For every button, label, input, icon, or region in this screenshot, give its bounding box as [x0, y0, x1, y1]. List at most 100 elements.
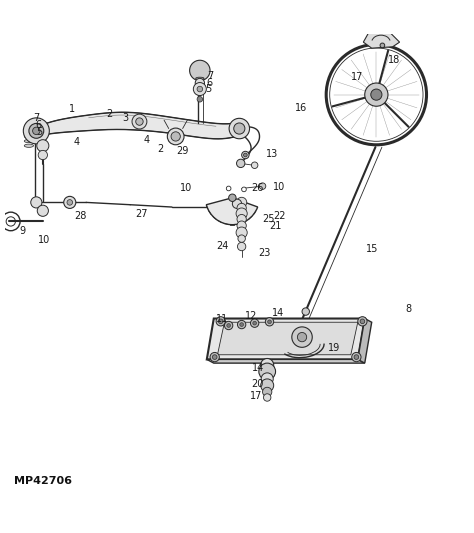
Circle shape	[261, 379, 273, 392]
Circle shape	[236, 208, 247, 219]
Circle shape	[37, 205, 48, 216]
Circle shape	[360, 319, 365, 324]
Circle shape	[31, 197, 42, 208]
Text: 9: 9	[19, 226, 26, 236]
Text: 14: 14	[252, 363, 264, 373]
Text: 11: 11	[216, 313, 228, 324]
Text: 2: 2	[106, 109, 112, 119]
Text: 17: 17	[250, 391, 263, 401]
Circle shape	[237, 214, 246, 224]
Text: 15: 15	[366, 244, 379, 254]
Text: 10: 10	[180, 183, 192, 193]
Circle shape	[197, 86, 202, 92]
Text: MP42706: MP42706	[14, 476, 72, 486]
Circle shape	[261, 359, 273, 372]
Text: 1: 1	[69, 103, 75, 114]
Polygon shape	[364, 19, 400, 48]
Text: 6: 6	[35, 120, 41, 130]
Circle shape	[193, 83, 206, 95]
Wedge shape	[206, 198, 258, 225]
Circle shape	[242, 151, 249, 159]
Text: 6: 6	[206, 77, 212, 87]
Circle shape	[225, 321, 233, 330]
Text: 23: 23	[258, 247, 270, 257]
Polygon shape	[218, 322, 358, 355]
Text: 10: 10	[38, 235, 50, 245]
Text: 17: 17	[351, 72, 363, 82]
Text: 16: 16	[295, 103, 307, 112]
Circle shape	[380, 43, 385, 48]
Circle shape	[297, 333, 307, 342]
Circle shape	[237, 320, 246, 329]
Circle shape	[33, 127, 40, 134]
Text: 19: 19	[328, 343, 341, 353]
Circle shape	[354, 355, 359, 359]
Text: 7: 7	[207, 71, 213, 81]
Text: 26: 26	[252, 183, 264, 193]
Text: 20: 20	[252, 378, 264, 389]
Circle shape	[237, 243, 246, 251]
Circle shape	[197, 96, 202, 102]
Text: 18: 18	[388, 55, 400, 65]
Circle shape	[268, 320, 272, 324]
Circle shape	[237, 159, 245, 167]
Circle shape	[190, 60, 210, 80]
Circle shape	[232, 199, 242, 208]
Text: 5: 5	[36, 127, 43, 137]
Polygon shape	[358, 319, 372, 363]
Circle shape	[29, 124, 44, 138]
Text: 7: 7	[33, 113, 39, 123]
Circle shape	[67, 200, 73, 205]
Circle shape	[371, 89, 382, 100]
Circle shape	[171, 132, 180, 141]
Circle shape	[263, 387, 272, 397]
Circle shape	[210, 352, 219, 362]
Circle shape	[236, 227, 247, 238]
Ellipse shape	[24, 135, 34, 138]
Ellipse shape	[24, 144, 34, 147]
Text: 22: 22	[273, 211, 286, 221]
Circle shape	[237, 197, 247, 207]
Text: 5: 5	[205, 84, 211, 94]
Circle shape	[132, 114, 147, 129]
Circle shape	[242, 187, 246, 192]
Circle shape	[216, 317, 226, 326]
Circle shape	[238, 235, 246, 243]
Circle shape	[265, 318, 273, 326]
Circle shape	[261, 373, 273, 385]
Text: 4: 4	[73, 137, 80, 147]
Text: 10: 10	[273, 182, 285, 191]
Circle shape	[251, 162, 258, 168]
Text: 3: 3	[122, 113, 128, 123]
Circle shape	[250, 319, 259, 327]
Text: 13: 13	[266, 149, 278, 159]
Text: 28: 28	[74, 211, 86, 221]
Text: 4: 4	[143, 135, 149, 145]
Circle shape	[136, 118, 143, 125]
Circle shape	[38, 150, 47, 160]
Circle shape	[292, 327, 312, 348]
Circle shape	[226, 186, 231, 191]
Ellipse shape	[24, 140, 34, 143]
Circle shape	[229, 118, 249, 139]
Text: 29: 29	[176, 146, 188, 156]
Circle shape	[167, 128, 184, 145]
Circle shape	[64, 196, 76, 208]
Circle shape	[237, 221, 246, 230]
Circle shape	[259, 183, 266, 189]
Circle shape	[264, 394, 271, 401]
Circle shape	[227, 324, 230, 327]
Circle shape	[240, 322, 244, 326]
Circle shape	[23, 118, 49, 144]
Circle shape	[302, 308, 310, 316]
Text: 2: 2	[157, 144, 164, 155]
Polygon shape	[207, 359, 365, 363]
Circle shape	[234, 123, 245, 134]
Circle shape	[219, 319, 223, 324]
Circle shape	[358, 317, 367, 326]
Circle shape	[244, 153, 247, 157]
Circle shape	[228, 194, 236, 201]
Circle shape	[253, 321, 256, 325]
Polygon shape	[35, 112, 242, 139]
Text: 14: 14	[272, 308, 284, 318]
